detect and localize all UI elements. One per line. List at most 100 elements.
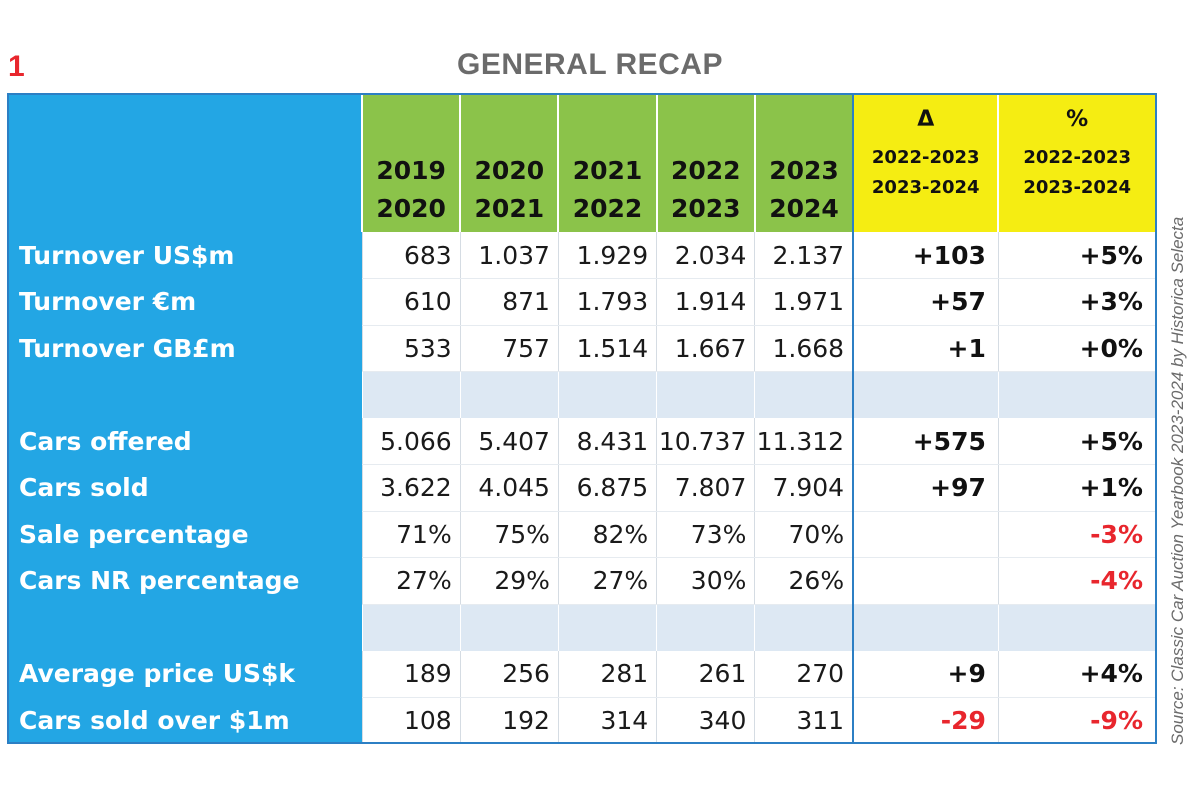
value-cell: 8.431 xyxy=(557,418,657,465)
spacer-cell xyxy=(754,604,854,651)
delta-cell: +1 xyxy=(852,325,999,372)
year-start: 2020 xyxy=(474,156,545,185)
value-cell: 2.137 xyxy=(754,232,854,279)
table-row: Sale percentage 71% 75% 82% 73% 70% -3% xyxy=(9,511,1155,558)
table-row: Cars offered 5.066 5.407 8.431 10.737 11.312 +… xyxy=(9,418,1155,465)
table-row: Cars sold over $1m 108 192 314 340 311 -29 -9% xyxy=(9,697,1155,742)
row-label: Cars offered xyxy=(9,418,362,465)
value-cell: 7.807 xyxy=(656,464,755,512)
figure-number: 1 xyxy=(8,50,25,83)
delta-cell: +57 xyxy=(852,278,999,326)
percent-change-cell: +0% xyxy=(997,325,1155,372)
spacer-cell xyxy=(656,371,755,418)
percent-change-cell: +1% xyxy=(997,464,1155,512)
spacer-cell xyxy=(656,604,755,651)
table-row: Turnover €m 610 871 1.793 1.914 1.971 +57 +3% xyxy=(9,278,1155,326)
percent-change-cell: +3% xyxy=(997,278,1155,326)
spacer-row xyxy=(9,371,1155,418)
value-cell: 270 xyxy=(754,650,854,698)
value-cell: 256 xyxy=(459,650,559,698)
value-cell: 1.914 xyxy=(656,278,755,326)
spacer-cell xyxy=(557,371,657,418)
recap-table: 2019 2020 2020 2021 2021 2022 2022 2023 2023… xyxy=(7,93,1157,744)
delta-cell: +97 xyxy=(852,464,999,512)
label-header-cell xyxy=(9,95,362,232)
delta-period-from: 2022-2023 xyxy=(871,147,980,168)
table-row: Turnover GB£m 533 757 1.514 1.667 1.668 +1 +0% xyxy=(9,325,1155,372)
value-cell: 281 xyxy=(557,650,657,698)
value-cell: 5.407 xyxy=(459,418,559,465)
table-row: Cars NR percentage 27% 29% 27% 30% 26% -4% xyxy=(9,557,1155,605)
spacer-cell xyxy=(459,604,559,651)
value-cell: 73% xyxy=(656,511,755,558)
value-cell: 340 xyxy=(656,697,755,742)
value-cell: 1.793 xyxy=(557,278,657,326)
spacer-cell xyxy=(997,371,1155,418)
value-cell: 311 xyxy=(754,697,854,742)
year-end: 2022 xyxy=(572,194,643,223)
spacer-cell xyxy=(459,371,559,418)
value-cell: 30% xyxy=(656,557,755,605)
value-cell: 11.312 xyxy=(754,418,854,465)
value-cell: 1.971 xyxy=(754,278,854,326)
value-cell: 26% xyxy=(754,557,854,605)
year-start: 2022 xyxy=(670,156,741,185)
row-label: Turnover GB£m xyxy=(9,325,362,372)
value-cell: 261 xyxy=(656,650,755,698)
year-header-cell: 2023 2024 xyxy=(753,95,854,232)
value-cell: 3.622 xyxy=(361,464,461,512)
year-header-cell: 2022 2023 xyxy=(655,95,755,232)
year-start: 2023 xyxy=(769,156,839,185)
value-cell: 82% xyxy=(557,511,657,558)
value-cell: 4.045 xyxy=(459,464,559,512)
spacer-row xyxy=(9,604,1155,651)
value-cell: 871 xyxy=(459,278,559,326)
header-row: 2019 2020 2020 2021 2021 2022 2022 2023 2023… xyxy=(9,95,1155,232)
value-cell: 610 xyxy=(361,278,461,326)
delta-cell: +9 xyxy=(852,650,999,698)
delta-cell: +103 xyxy=(852,232,999,279)
row-label: Cars sold over $1m xyxy=(9,697,362,742)
year-start: 2019 xyxy=(376,156,446,185)
percent-symbol: % xyxy=(1066,107,1089,132)
value-cell: 5.066 xyxy=(361,418,461,465)
value-cell: 314 xyxy=(557,697,657,742)
spacer-cell xyxy=(852,371,999,418)
value-cell: 71% xyxy=(361,511,461,558)
spacer-cell xyxy=(557,604,657,651)
value-cell: 1.668 xyxy=(754,325,854,372)
value-cell: 683 xyxy=(361,232,461,279)
row-label: Turnover US$m xyxy=(9,232,362,279)
year-end: 2020 xyxy=(376,194,446,223)
year-header-cell: 2021 2022 xyxy=(557,95,657,232)
spacer-label-cell xyxy=(9,604,362,651)
delta-header-cell: Δ 2022-2023 2023-2024 xyxy=(852,95,999,232)
row-label: Sale percentage xyxy=(9,511,362,558)
value-cell: 7.904 xyxy=(754,464,854,512)
percent-period-to: 2023-2024 xyxy=(1023,177,1132,198)
year-header-cell: 2019 2020 xyxy=(360,95,461,232)
percent-change-cell: +4% xyxy=(997,650,1155,698)
value-cell: 189 xyxy=(361,650,461,698)
spacer-cell xyxy=(361,371,461,418)
delta-period-to: 2023-2024 xyxy=(871,177,980,198)
table-body: Turnover US$m 683 1.037 1.929 2.034 2.137 +103… xyxy=(9,232,1155,742)
value-cell: 2.034 xyxy=(656,232,755,279)
percent-change-cell: +5% xyxy=(997,232,1155,279)
value-cell: 10.737 xyxy=(656,418,755,465)
value-cell: 29% xyxy=(459,557,559,605)
delta-cell xyxy=(852,557,999,605)
percent-change-cell: -4% xyxy=(997,557,1155,605)
value-cell: 192 xyxy=(459,697,559,742)
value-cell: 27% xyxy=(361,557,461,605)
table-row: Average price US$k 189 256 281 261 270 +9 +4% xyxy=(9,650,1155,698)
table-title: GENERAL RECAP xyxy=(457,48,723,81)
delta-cell xyxy=(852,511,999,558)
row-label: Average price US$k xyxy=(9,650,362,697)
row-label: Cars sold xyxy=(9,464,362,511)
value-cell: 1.514 xyxy=(557,325,657,372)
year-end: 2021 xyxy=(474,194,545,223)
delta-cell: +575 xyxy=(852,418,999,465)
value-cell: 1.667 xyxy=(656,325,755,372)
value-cell: 533 xyxy=(361,325,461,372)
